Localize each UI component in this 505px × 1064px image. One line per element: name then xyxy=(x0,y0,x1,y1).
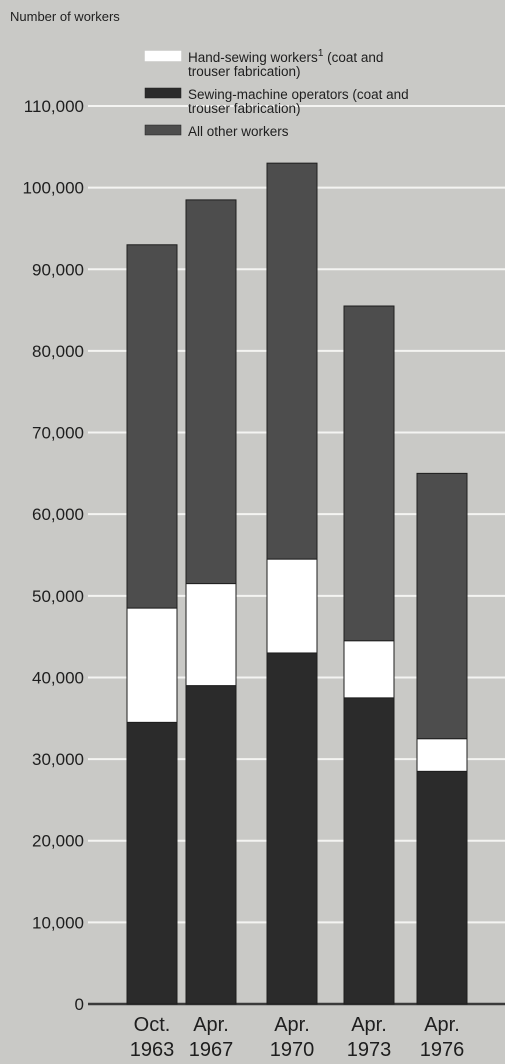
y-tick-label: 0 xyxy=(75,995,84,1014)
y-tick-label: 50,000 xyxy=(32,587,84,606)
x-tick-labels: Oct. 1963 Apr. 1967 Apr. 1970 Apr. 1973 Apr. 1976 xyxy=(130,1014,465,1061)
bar-stack xyxy=(126,244,178,1005)
x-tick-label: Apr. xyxy=(351,1014,387,1036)
legend-label: Sewing-machine operators (coat and xyxy=(188,87,409,102)
y-tick-labels: 0 10,000 20,000 30,000 40,000 50,000 60,000 70,… xyxy=(23,97,84,1014)
x-tick-label: 1973 xyxy=(347,1039,392,1061)
y-tick-label: 90,000 xyxy=(32,260,84,279)
bar-segment-sewing-machine xyxy=(126,721,178,1005)
legend-label-suffix: (coat and xyxy=(323,50,383,65)
y-tick-label: 40,000 xyxy=(32,668,84,687)
legend-label: trouser fabrication) xyxy=(188,101,301,116)
x-tick-label: Apr. xyxy=(274,1014,310,1036)
bar-segment-other xyxy=(185,199,237,585)
bar-segment-sewing-machine xyxy=(185,685,237,1005)
legend-label: trouser fabrication) xyxy=(188,64,301,79)
legend-item: All other workers xyxy=(144,124,289,139)
legend-label: All other workers xyxy=(188,124,289,139)
footnote-mark: 1 xyxy=(318,48,324,59)
bar-segment-hand-sewing xyxy=(416,738,468,772)
y-axis-label: Number of workers xyxy=(10,9,120,24)
bar-stack xyxy=(185,199,237,1005)
legend-swatch xyxy=(144,50,182,62)
bar-stack xyxy=(416,472,468,1005)
x-tick-label: 1967 xyxy=(189,1039,234,1061)
y-tick-label: 80,000 xyxy=(32,342,84,361)
bar-segment-hand-sewing xyxy=(266,558,318,654)
x-tick-label: Apr. xyxy=(193,1014,229,1036)
bar-segment-hand-sewing xyxy=(126,607,178,723)
bar-stack xyxy=(343,305,395,1005)
bar-segment-sewing-machine xyxy=(343,697,395,1005)
bar-segment-other xyxy=(126,244,178,609)
legend-swatch xyxy=(144,87,182,99)
x-tick-label: Apr. xyxy=(424,1014,460,1036)
y-tick-label: 110,000 xyxy=(24,97,84,116)
x-tick-label: Oct. xyxy=(134,1014,171,1036)
bar-segment-hand-sewing xyxy=(343,640,395,699)
y-tick-label: 30,000 xyxy=(32,750,84,769)
bar-stack xyxy=(266,162,318,1005)
bar-segment-other xyxy=(266,162,318,560)
x-tick-label: 1963 xyxy=(130,1039,175,1061)
y-tick-label: 70,000 xyxy=(32,424,84,443)
bar-segment-other xyxy=(343,305,395,642)
legend-swatch xyxy=(144,124,182,136)
y-tick-label: 10,000 xyxy=(32,913,84,932)
bar-segment-sewing-machine xyxy=(266,652,318,1005)
y-tick-label: 60,000 xyxy=(32,505,84,524)
x-tick-label: 1976 xyxy=(420,1039,465,1061)
y-tick-label: 100,000 xyxy=(23,179,84,198)
y-tick-label: 20,000 xyxy=(32,832,84,851)
bar-segment-sewing-machine xyxy=(416,770,468,1005)
x-tick-label: 1970 xyxy=(270,1039,315,1061)
legend-item: Sewing-machine operators (coat andtrouse… xyxy=(144,87,409,116)
bars xyxy=(126,162,468,1005)
bar-segment-other xyxy=(416,472,468,740)
legend-label: Hand-sewing workers1 (coat and xyxy=(188,48,383,65)
bar-segment-hand-sewing xyxy=(185,583,237,687)
